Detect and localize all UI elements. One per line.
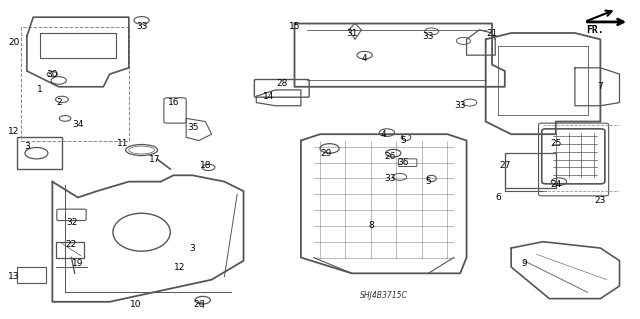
Text: 5: 5 [400, 136, 406, 145]
Text: 21: 21 [486, 28, 498, 38]
Text: 31: 31 [346, 28, 358, 38]
Text: 34: 34 [72, 120, 84, 129]
Text: 17: 17 [148, 155, 160, 164]
Text: 26: 26 [385, 152, 396, 161]
Text: 6: 6 [495, 193, 501, 202]
Text: 12: 12 [174, 263, 186, 271]
Text: 36: 36 [397, 158, 408, 167]
Text: FR.: FR. [586, 25, 604, 35]
Text: 33: 33 [422, 32, 434, 41]
Text: 24: 24 [550, 180, 561, 189]
Text: 33: 33 [385, 174, 396, 183]
Text: 19: 19 [72, 259, 84, 268]
Text: 5: 5 [426, 177, 431, 186]
Text: 29: 29 [321, 149, 332, 158]
Text: 3: 3 [189, 243, 195, 253]
FancyBboxPatch shape [398, 159, 417, 167]
FancyBboxPatch shape [541, 129, 605, 184]
Text: 33: 33 [454, 101, 466, 110]
Text: 26: 26 [193, 300, 205, 309]
Text: 11: 11 [116, 139, 128, 148]
Text: 18: 18 [200, 161, 211, 170]
Text: 15: 15 [289, 22, 300, 31]
FancyBboxPatch shape [254, 79, 309, 97]
Text: 35: 35 [187, 123, 198, 132]
Text: 25: 25 [550, 139, 561, 148]
Text: 30: 30 [47, 70, 58, 78]
FancyBboxPatch shape [17, 137, 62, 169]
FancyBboxPatch shape [164, 98, 186, 123]
Text: 33: 33 [136, 22, 147, 31]
FancyBboxPatch shape [57, 209, 86, 220]
Text: 22: 22 [66, 241, 77, 249]
Text: 12: 12 [8, 127, 20, 136]
Text: 8: 8 [368, 221, 374, 230]
Text: 4: 4 [381, 130, 387, 139]
Text: 4: 4 [362, 54, 367, 63]
Text: SHJ4B3715C: SHJ4B3715C [360, 291, 408, 300]
Text: 23: 23 [595, 196, 606, 205]
Text: 16: 16 [168, 98, 179, 107]
Text: 1: 1 [36, 85, 42, 94]
Text: 20: 20 [8, 38, 20, 47]
Text: 27: 27 [499, 161, 511, 170]
Text: 9: 9 [521, 259, 527, 268]
Text: 7: 7 [598, 82, 604, 91]
Text: 28: 28 [276, 79, 287, 88]
Text: 3: 3 [24, 142, 29, 151]
Text: 10: 10 [129, 300, 141, 309]
Text: 2: 2 [56, 98, 61, 107]
Text: 32: 32 [66, 218, 77, 227]
Text: 14: 14 [263, 92, 275, 101]
Text: 13: 13 [8, 272, 20, 281]
